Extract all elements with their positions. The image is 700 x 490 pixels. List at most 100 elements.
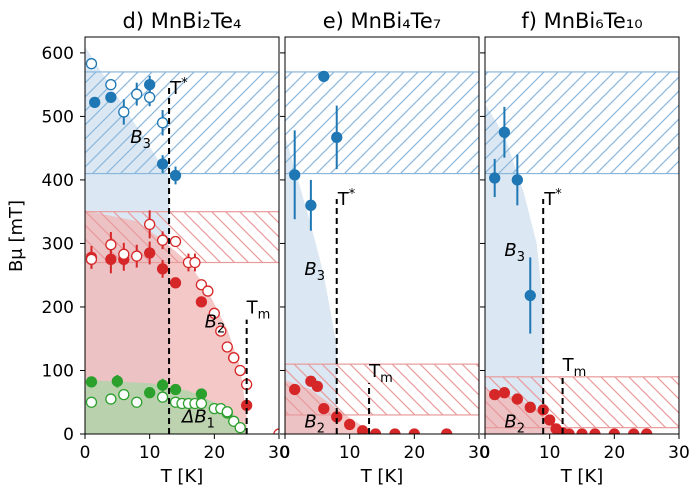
data-point — [489, 388, 501, 401]
data-point — [202, 285, 214, 297]
y-tick-label: 0 — [63, 425, 74, 445]
panel-f-title: f) MnBi₆Te₁₀ — [521, 9, 642, 33]
data-point — [441, 428, 453, 434]
data-point — [389, 428, 401, 434]
data-point — [118, 106, 130, 118]
region-label: B3 — [130, 127, 151, 152]
data-point — [563, 428, 575, 434]
panel-f-x-axis-label: T [K] — [560, 466, 604, 487]
y-tick-label: 600 — [42, 44, 74, 64]
x-tick-label: 0 — [280, 443, 291, 463]
x-tick-label: 30 — [668, 443, 690, 463]
data-point — [228, 352, 240, 364]
panel-d-title: d) MnBi₂Te₄ — [123, 9, 242, 33]
plot-area — [285, 70, 479, 434]
data-point — [85, 253, 98, 265]
data-point — [628, 428, 640, 434]
data-point — [105, 239, 117, 251]
data-point — [144, 91, 156, 103]
data-point — [221, 341, 233, 353]
panel-d-x-axis-label: T [K] — [160, 466, 204, 487]
x-tick-label: 0 — [80, 443, 91, 463]
data-point — [131, 396, 143, 408]
data-point — [169, 383, 182, 396]
region-label: B3 — [504, 240, 525, 265]
dashed-line-label: Tm — [562, 355, 587, 380]
blue-hatch-band — [285, 71, 479, 175]
data-point — [169, 169, 182, 182]
data-point — [85, 58, 98, 70]
data-point — [641, 428, 653, 434]
data-point — [589, 428, 601, 434]
plot-area — [485, 71, 679, 434]
data-point — [369, 428, 382, 434]
y-tick-label: 400 — [42, 171, 74, 191]
x-tick-label: 20 — [204, 443, 226, 463]
data-point — [511, 174, 523, 186]
data-point — [195, 296, 208, 308]
x-tick-label: 10 — [539, 443, 561, 463]
data-point — [144, 387, 156, 399]
data-point — [318, 70, 330, 83]
data-point — [289, 169, 301, 181]
data-point — [195, 388, 208, 400]
data-point — [289, 383, 301, 396]
data-point — [144, 247, 156, 259]
x-tick-label: 30 — [468, 443, 490, 463]
data-point — [208, 307, 220, 319]
data-point — [169, 277, 182, 289]
data-point — [131, 88, 143, 100]
data-point — [331, 131, 343, 144]
data-point — [105, 91, 117, 103]
x-tick-label: 10 — [139, 443, 161, 463]
red-hatch-band — [85, 211, 279, 264]
blue-shaded-region — [485, 103, 544, 434]
region-label: B2 — [205, 311, 226, 336]
data-point — [576, 428, 588, 434]
data-point — [156, 158, 169, 170]
data-point — [105, 78, 117, 91]
data-point — [498, 387, 511, 399]
data-point — [156, 391, 169, 403]
data-point — [156, 263, 169, 275]
data-point — [498, 126, 511, 138]
data-point — [118, 248, 130, 260]
data-point — [144, 218, 156, 231]
panel-f: f) MnBi₆Te₁₀ T [K] T* Tm B3 B2 0 10 20 30 — [480, 9, 690, 487]
data-point — [156, 234, 169, 246]
data-point — [489, 172, 501, 184]
red-shaded-region — [85, 210, 247, 434]
data-point — [156, 117, 169, 129]
data-point — [118, 388, 130, 401]
panel-e-x-axis-label: T [K] — [360, 466, 404, 487]
data-point — [344, 418, 356, 431]
data-point — [234, 421, 246, 434]
blue-hatch-band — [85, 71, 279, 175]
data-point — [273, 428, 279, 434]
data-point — [85, 396, 98, 408]
blue-shaded-region — [285, 135, 337, 434]
y-axis-label: Bμ [mT] — [6, 200, 27, 272]
data-point — [356, 425, 369, 434]
data-point — [221, 406, 233, 418]
data-point — [524, 401, 536, 413]
region-label: B2 — [304, 412, 325, 437]
x-tick-label: 0 — [480, 443, 491, 463]
y-tick-labels: 0 100 200 300 400 500 600 — [42, 44, 74, 445]
data-point — [408, 428, 420, 434]
x-tick-label: 20 — [404, 443, 426, 463]
data-point — [234, 364, 246, 377]
data-point — [215, 325, 227, 337]
dashed-line-label: Tm — [246, 298, 271, 323]
data-point — [524, 289, 536, 302]
axes-frame — [484, 36, 680, 435]
data-point — [311, 380, 323, 393]
x-tick-label: 30 — [268, 443, 290, 463]
data-point — [105, 393, 117, 405]
axes-frame — [284, 36, 480, 435]
y-tick-label: 300 — [42, 234, 74, 254]
data-point — [144, 78, 156, 91]
data-point — [169, 235, 182, 248]
